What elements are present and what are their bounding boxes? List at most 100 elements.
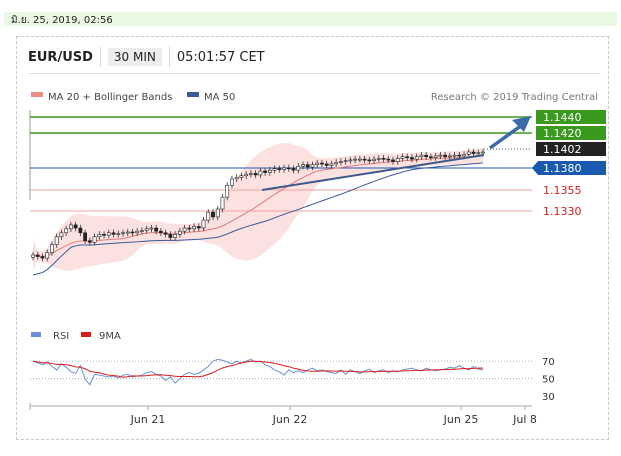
candle-body xyxy=(324,163,329,166)
candle-body xyxy=(277,168,282,170)
candle-body xyxy=(343,160,348,162)
candle-body xyxy=(372,158,376,161)
candle-body xyxy=(201,219,206,229)
projection-arrow-head xyxy=(512,116,531,132)
rsi-ma-line xyxy=(32,360,483,378)
candle-body xyxy=(414,156,419,160)
header-time: 05:01:57 CET xyxy=(176,49,265,65)
ma50-legend-label: MA 50 xyxy=(204,92,235,103)
candle-body xyxy=(215,208,220,218)
candle-body xyxy=(31,254,35,258)
candle-body xyxy=(92,236,97,243)
candle-body xyxy=(40,256,45,259)
rsi-ma-legend-swatch xyxy=(81,332,91,337)
candle-body xyxy=(263,170,268,173)
candle-body xyxy=(149,227,154,230)
projection-arrow-shaft xyxy=(488,123,524,150)
candle-body xyxy=(395,158,400,162)
candle-body xyxy=(433,155,438,158)
candle-body xyxy=(54,236,59,245)
candle-body xyxy=(244,173,249,177)
candle-body xyxy=(106,232,111,236)
rsi-legend-label: RSI xyxy=(53,331,69,342)
date-text: มิ.ย. 25, 2019, 02:56 xyxy=(11,15,113,26)
candle-body xyxy=(173,234,178,238)
candle-body xyxy=(338,161,343,163)
candle-body xyxy=(225,184,230,198)
current-price-label: 1.1402 xyxy=(543,143,582,156)
current-price-tag xyxy=(536,142,606,156)
candle-body xyxy=(381,158,386,160)
candle-body xyxy=(367,159,372,162)
candle-body xyxy=(154,227,159,232)
candle-body xyxy=(121,232,125,235)
candle-body xyxy=(73,224,78,229)
candle-body xyxy=(405,156,410,159)
support-label: 1.1355 xyxy=(543,184,582,197)
candle-body xyxy=(419,154,424,158)
header-divider xyxy=(99,47,101,67)
rsi-ma-legend-label: 9MA xyxy=(99,331,121,342)
candle-body xyxy=(158,230,163,234)
x-tick-label: Jul 8 xyxy=(512,413,537,426)
candle-body xyxy=(87,240,92,243)
ma50-legend-swatch xyxy=(187,92,199,97)
candle-body xyxy=(64,228,69,234)
header-underline xyxy=(28,73,601,74)
candle-body xyxy=(315,162,320,165)
rsi-tick-label: 30 xyxy=(542,392,555,403)
candle-body xyxy=(206,211,211,221)
candle-body xyxy=(471,151,476,154)
candle-body xyxy=(211,211,215,218)
instrument-name: EUR/USD xyxy=(28,49,93,65)
resistance-tag xyxy=(536,126,606,140)
ma50-line xyxy=(32,162,484,276)
candle-body xyxy=(457,154,462,157)
candle-body xyxy=(111,232,116,235)
resistance-label: 1.1420 xyxy=(543,127,582,140)
candle-body xyxy=(320,162,324,165)
candle-body xyxy=(144,228,149,231)
candle-body xyxy=(140,230,144,232)
candle-body xyxy=(116,233,121,235)
candle-body xyxy=(476,152,481,155)
candle-body xyxy=(267,169,272,173)
candle-body xyxy=(376,158,381,160)
candle-body xyxy=(443,154,448,158)
candle-body xyxy=(447,155,452,158)
ma20-legend-swatch xyxy=(31,92,43,97)
bollinger-band-fill xyxy=(33,142,483,271)
candle-body xyxy=(163,232,168,235)
candle-body xyxy=(286,167,291,170)
candle-body xyxy=(50,244,54,253)
candle-body xyxy=(291,168,296,171)
date-bar: มิ.ย. 25, 2019, 02:56 xyxy=(4,12,617,26)
candle-body xyxy=(348,159,353,162)
candle-body xyxy=(97,234,102,238)
credit-text: Research © 2019 Trading Central xyxy=(431,92,598,103)
rsi-legend-swatch xyxy=(31,332,41,337)
candle-body xyxy=(182,227,187,232)
resistance-tag xyxy=(536,110,606,124)
candle-body xyxy=(424,154,429,158)
candle-body xyxy=(125,231,130,234)
timeframe-badge[interactable]: 30 MIN xyxy=(107,48,162,66)
x-tick-label: Jun 22 xyxy=(272,413,308,426)
candle-body xyxy=(196,226,201,229)
header-divider xyxy=(168,47,170,67)
candle-body xyxy=(462,154,466,157)
candle-body xyxy=(68,224,73,230)
rsi-line xyxy=(32,358,484,386)
candle-body xyxy=(296,165,301,171)
candle-body xyxy=(357,158,362,161)
resistance-label: 1.1440 xyxy=(543,111,582,124)
candle-body xyxy=(272,168,277,171)
candles-group xyxy=(31,148,485,262)
rsi-tick-label: 50 xyxy=(542,375,555,386)
candle-body xyxy=(234,177,239,180)
candle-body xyxy=(353,158,358,161)
pivot-tag xyxy=(532,161,606,175)
candle-body xyxy=(305,164,310,168)
candle-body xyxy=(400,156,405,159)
candle-body xyxy=(102,234,106,236)
